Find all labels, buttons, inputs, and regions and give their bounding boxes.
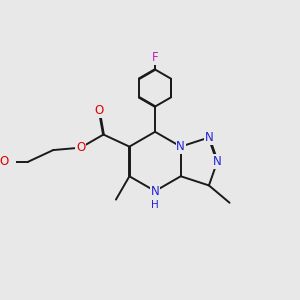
Text: F: F	[152, 51, 158, 64]
Text: N: N	[205, 131, 213, 144]
Text: O: O	[94, 104, 104, 117]
Text: O: O	[0, 155, 8, 168]
Text: N: N	[213, 155, 222, 168]
Text: N: N	[151, 184, 159, 198]
Text: N: N	[176, 140, 185, 153]
Text: H: H	[151, 200, 159, 210]
Text: O: O	[76, 141, 85, 154]
